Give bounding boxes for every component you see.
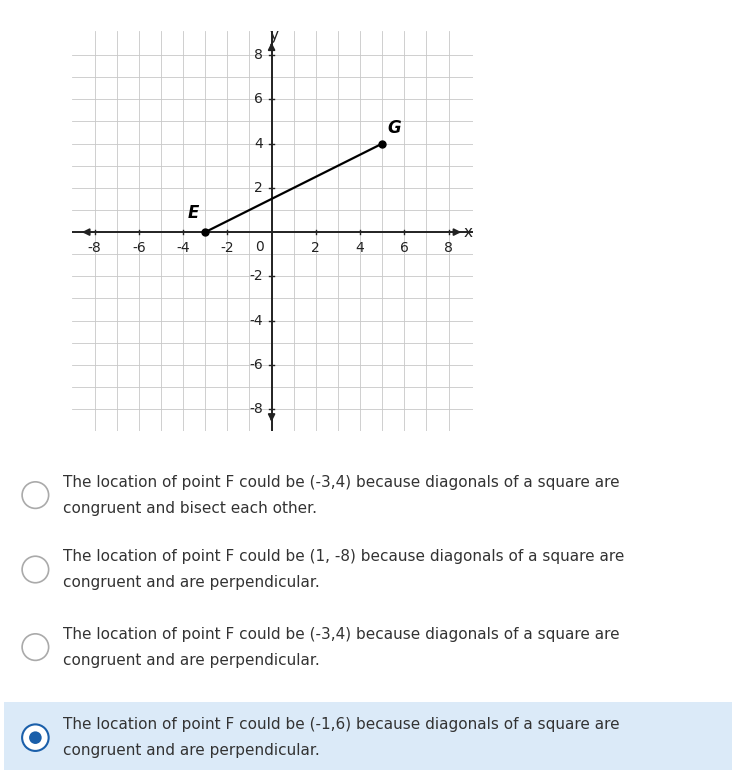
Text: -4: -4 (176, 240, 190, 255)
Text: congruent and are perpendicular.: congruent and are perpendicular. (63, 652, 319, 668)
Text: 2: 2 (254, 181, 263, 195)
Ellipse shape (22, 725, 49, 751)
Text: congruent and bisect each other.: congruent and bisect each other. (63, 500, 317, 516)
Text: 0: 0 (255, 239, 264, 254)
Text: y: y (269, 28, 279, 42)
Text: -4: -4 (250, 313, 263, 327)
Text: -2: -2 (250, 270, 263, 283)
Ellipse shape (22, 556, 49, 583)
Text: 8: 8 (444, 240, 453, 255)
FancyBboxPatch shape (4, 702, 732, 770)
Text: -8: -8 (249, 402, 263, 416)
Text: E: E (187, 204, 198, 223)
Text: 8: 8 (254, 49, 263, 62)
Ellipse shape (22, 482, 49, 508)
Text: 4: 4 (254, 136, 263, 151)
Text: congruent and are perpendicular.: congruent and are perpendicular. (63, 575, 319, 590)
Text: 6: 6 (254, 92, 263, 106)
Text: -6: -6 (132, 240, 146, 255)
Ellipse shape (29, 732, 42, 744)
Text: The location of point F could be (-3,4) because diagonals of a square are: The location of point F could be (-3,4) … (63, 474, 619, 490)
Text: x: x (464, 225, 473, 239)
Text: The location of point F could be (-3,4) because diagonals of a square are: The location of point F could be (-3,4) … (63, 627, 619, 641)
Text: -2: -2 (220, 240, 234, 255)
Text: The location of point F could be (-1,6) because diagonals of a square are: The location of point F could be (-1,6) … (63, 717, 619, 732)
Text: G: G (388, 119, 402, 137)
Text: The location of point F could be (1, -8) because diagonals of a square are: The location of point F could be (1, -8)… (63, 549, 624, 564)
Text: 6: 6 (400, 240, 409, 255)
Text: 2: 2 (312, 240, 320, 255)
Text: congruent and are perpendicular.: congruent and are perpendicular. (63, 743, 319, 758)
Ellipse shape (22, 634, 49, 661)
Text: 4: 4 (356, 240, 364, 255)
Text: -8: -8 (88, 240, 102, 255)
Text: -6: -6 (249, 358, 263, 372)
